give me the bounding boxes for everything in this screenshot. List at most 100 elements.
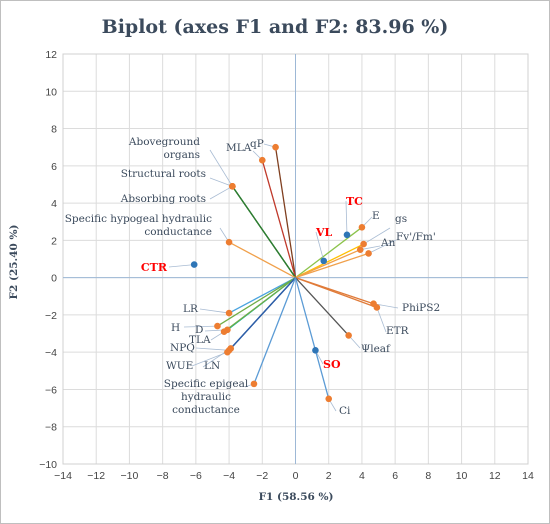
- variable-point-ci: [325, 395, 333, 403]
- observation-point-vl: [320, 257, 328, 265]
- y-axis-title: F2 (25.40 %): [8, 225, 20, 300]
- observation-label-vl: VL: [315, 226, 333, 239]
- chart-title: Biplot (axes F1 and F2: 83.96 %): [102, 16, 449, 38]
- x-tick-label: −10: [121, 470, 139, 482]
- y-tick-label: 4: [51, 198, 57, 210]
- variable-point-h: [214, 322, 221, 330]
- variable-label-structural-roots: Structural roots: [121, 168, 206, 180]
- vector-absorbing-roots: [231, 185, 297, 279]
- variable-label-ci: Ci: [339, 405, 351, 417]
- observation-label-ctr: CTR: [141, 261, 168, 274]
- vector-etr: [295, 277, 378, 309]
- leader-h: [183, 325, 218, 328]
- variable-point-specific-hypogeal-hydraulic-conductance: [225, 238, 233, 246]
- leader-gs: [363, 227, 391, 245]
- y-tick-label: −8: [45, 422, 57, 434]
- leader-an: [360, 245, 381, 251]
- leader-etr: [376, 307, 387, 333]
- vector-mla: [261, 160, 297, 278]
- y-tick-label: −2: [45, 310, 57, 322]
- variable-point-lr: [225, 309, 233, 317]
- variable-label-lr: LR: [183, 303, 199, 315]
- y-tick-label: 0: [51, 273, 57, 285]
- variable-point-tla: [220, 328, 228, 335]
- variable-point-etr: [373, 304, 381, 311]
- vector-qp: [274, 147, 297, 278]
- x-axis-title: F1 (58.56 %): [259, 491, 334, 503]
- vector-lr: [228, 277, 296, 314]
- variable-label-qp: qP: [250, 138, 264, 150]
- variable-label-etr: ETR: [386, 325, 410, 337]
- variable-point-mla: [258, 156, 266, 164]
- vector-specific-hypogeal-hydraulic-conductance: [228, 241, 296, 279]
- x-tick-label: 2: [326, 470, 332, 482]
- variable-label-d: D: [195, 324, 203, 336]
- variable-vectors: [217, 147, 378, 399]
- x-tick-label: −2: [256, 470, 268, 482]
- points: [190, 143, 381, 403]
- leader-absorbing-roots: [209, 185, 233, 200]
- variable-label-an: An: [380, 237, 396, 249]
- observation-point-so: [312, 347, 319, 354]
- variable-point-gs: [360, 240, 367, 248]
- leader-vl: [315, 231, 325, 261]
- variable-label-aboveground-organs: Aboveground organs: [128, 136, 200, 161]
- x-tick-label: −12: [87, 470, 105, 482]
- leader-ctr: [168, 264, 195, 268]
- vector-an: [295, 249, 361, 279]
- y-tick-label: 2: [51, 235, 57, 247]
- x-tick-label: −4: [223, 470, 235, 482]
- variable-point-wue: [224, 348, 231, 356]
- y-tick-label: 12: [45, 49, 57, 61]
- x-tick-label: 6: [392, 470, 398, 482]
- vector-ci: [294, 277, 330, 399]
- leader-structural-roots: [209, 177, 233, 187]
- leader-wue: [191, 351, 228, 367]
- variable-point-leaf: [345, 332, 352, 339]
- variable-point-fv-fm: [365, 250, 372, 257]
- variable-label-mla: MLA: [226, 142, 252, 154]
- variable-point-absorbing-roots: [229, 183, 236, 190]
- x-tick-label: 10: [456, 470, 468, 482]
- leader-aboveground-organs: [209, 149, 233, 187]
- vector-h: [217, 277, 296, 327]
- variable-point-an: [356, 246, 364, 253]
- x-tick-label: 0: [293, 470, 299, 482]
- y-tick-label: −4: [45, 347, 57, 359]
- variable-label-phips2: PhiPS2: [402, 302, 440, 314]
- vector-leaf: [295, 277, 350, 336]
- variable-label-specific-hypogeal-hydraulic-conductance: Specific hypogeal hydraulic conductance: [65, 213, 212, 238]
- x-tick-label: 8: [425, 470, 431, 482]
- vector-specific-epigeal-hydraulic-conductance: [253, 277, 297, 385]
- y-tick-label: 6: [51, 161, 57, 173]
- variable-label-npq: NPQ: [170, 342, 195, 354]
- leader-tc: [345, 200, 348, 235]
- observation-point-ctr: [190, 261, 198, 268]
- observation-point-tc: [343, 231, 351, 239]
- variable-label-absorbing-roots: Absorbing roots: [120, 193, 206, 205]
- variable-label-ln: LN: [204, 360, 220, 372]
- x-tick-label: −14: [54, 470, 72, 482]
- vector-e: [295, 226, 363, 279]
- vector-tla: [223, 277, 296, 333]
- leader-lr: [199, 308, 230, 314]
- vector-fv-fm: [295, 252, 369, 279]
- variable-point-specific-epigeal-hydraulic-conductance: [250, 380, 258, 388]
- x-tick-label: 4: [359, 470, 365, 482]
- variable-label-h: H: [171, 322, 180, 334]
- y-tick-label: 10: [45, 86, 57, 98]
- variable-label-tla: TLA: [189, 334, 211, 346]
- variable-point-qp: [272, 143, 279, 151]
- x-tick-label: −8: [157, 470, 169, 482]
- x-tick-label: 14: [522, 470, 534, 482]
- observation-label-so: SO: [323, 358, 341, 371]
- x-tick-label: −6: [190, 470, 202, 482]
- y-tick-label: −6: [45, 384, 57, 396]
- variable-label-fv-fm: Fv'/Fm': [396, 231, 436, 243]
- y-tick-label: 8: [51, 124, 57, 136]
- x-tick-label: 12: [489, 470, 501, 482]
- leader-fv-fm: [368, 239, 397, 254]
- variable-label-e: E: [372, 210, 380, 222]
